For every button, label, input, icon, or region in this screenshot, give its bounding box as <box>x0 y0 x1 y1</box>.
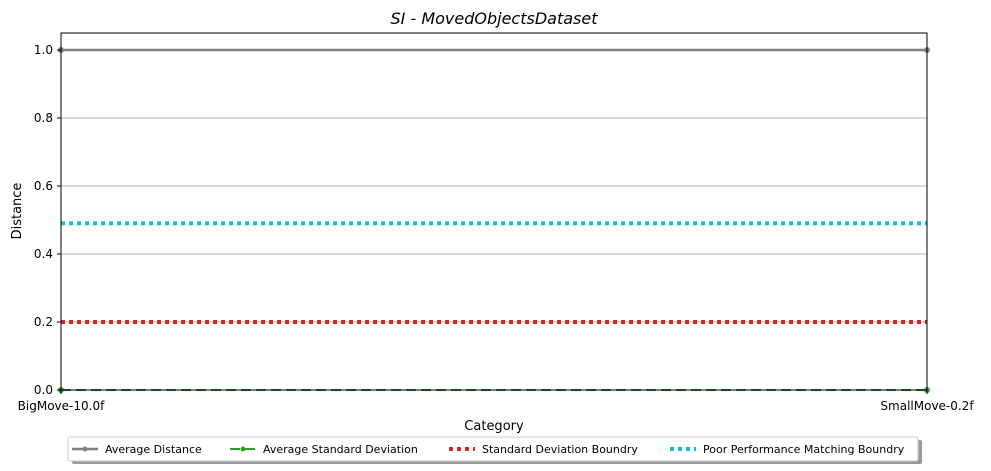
y-tick-label: 0.6 <box>34 179 53 193</box>
y-axis-title: Distance <box>10 183 25 240</box>
y-tick-label: 0.8 <box>34 111 53 125</box>
chart-title: SI - MovedObjectsDataset <box>391 9 599 28</box>
legend: Average Distance Average Standard Deviati… <box>67 436 922 464</box>
grid-lines <box>61 49 927 391</box>
y-tick-label: 0.0 <box>34 383 53 397</box>
y-axis: 0.0 0.2 0.4 0.6 0.8 1.0 <box>34 43 61 397</box>
series-lines <box>58 47 930 393</box>
y-tick-label: 1.0 <box>34 43 53 57</box>
legend-label: Poor Performance Matching Boundry <box>703 443 905 456</box>
x-axis: BigMove-10.0f SmallMove-0.2f <box>18 390 974 413</box>
legend-swatch-marker <box>240 446 246 452</box>
legend-label: Average Distance <box>105 443 202 456</box>
y-tick-label: 0.2 <box>34 315 53 329</box>
x-tick-label: SmallMove-0.2f <box>880 399 974 413</box>
legend-label: Standard Deviation Boundry <box>482 443 638 456</box>
legend-box <box>67 436 919 462</box>
legend-swatch-marker <box>82 446 88 452</box>
x-tick-label: BigMove-10.0f <box>18 399 105 413</box>
y-tick-label: 0.4 <box>34 247 53 261</box>
x-axis-title: Category <box>464 419 524 434</box>
legend-label: Average Standard Deviation <box>263 443 418 456</box>
plot-area-frame <box>60 32 928 391</box>
